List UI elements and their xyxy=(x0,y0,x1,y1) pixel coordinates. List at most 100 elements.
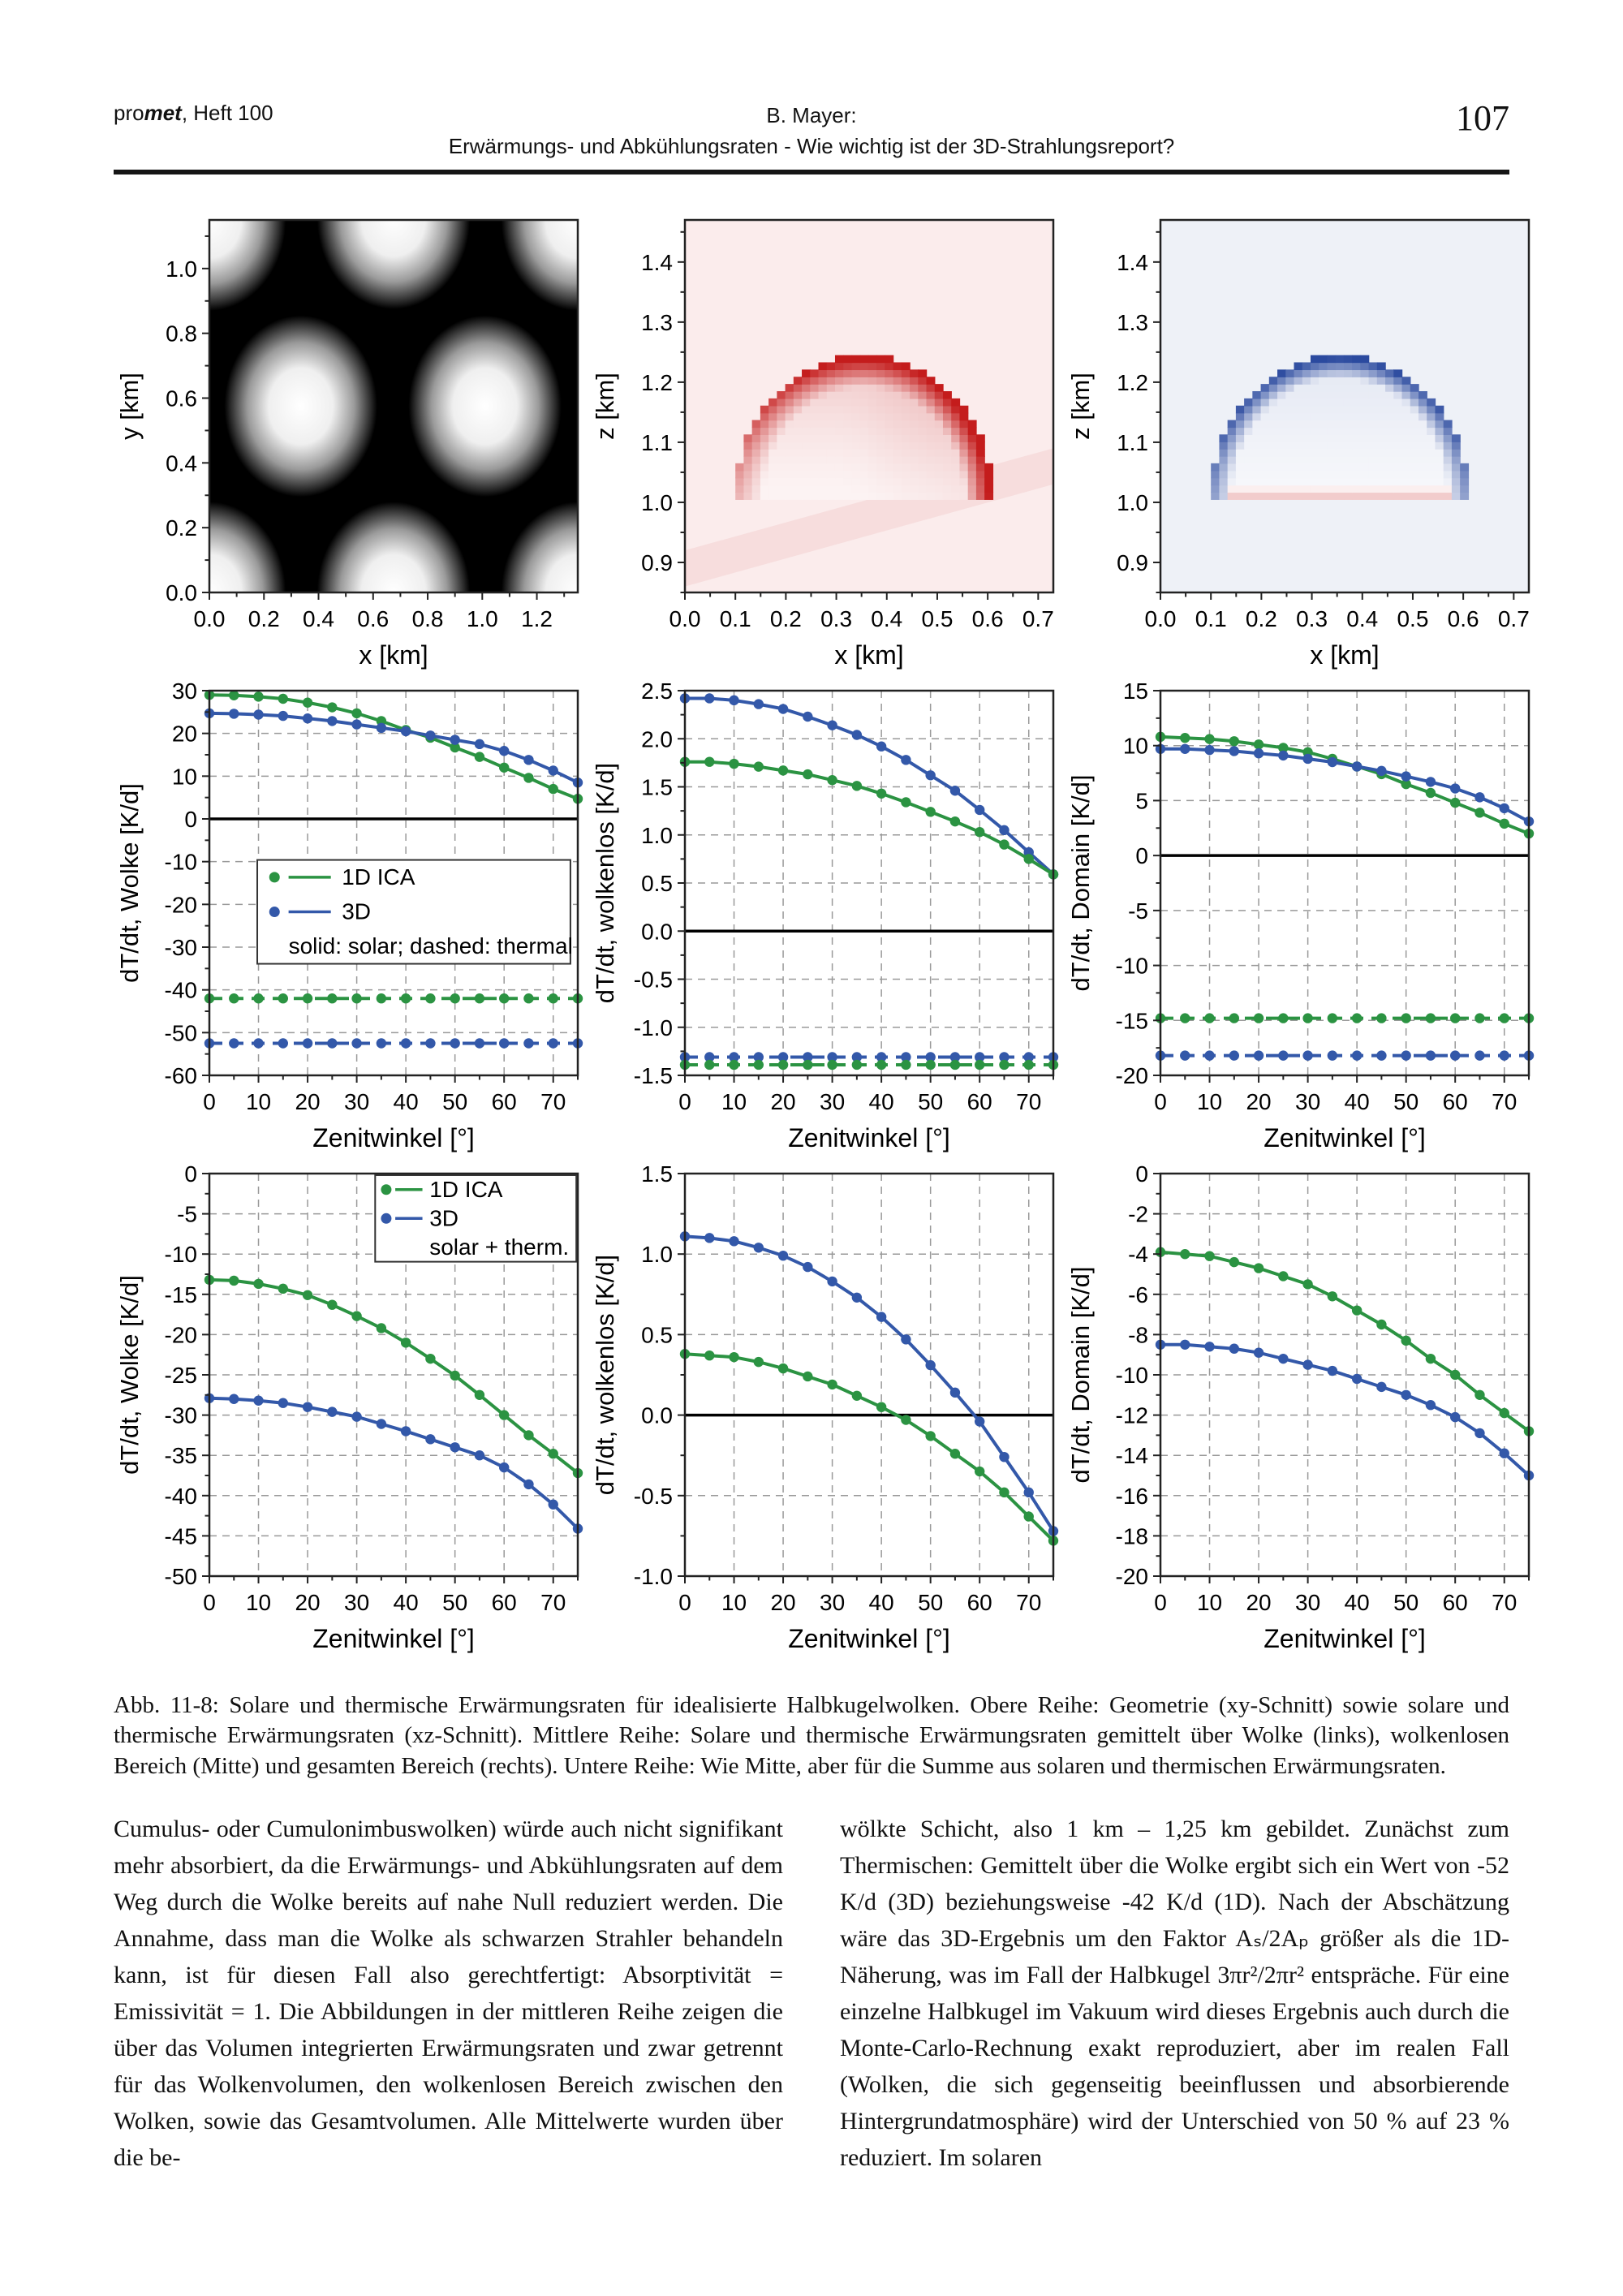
y-axis-label: dT/dt, Domain [K/d] xyxy=(1066,1267,1095,1484)
svg-text:0: 0 xyxy=(678,1590,691,1615)
svg-text:10: 10 xyxy=(172,765,197,790)
body-column-right: wölkte Schicht, also 1 km – 1,25 km gebi… xyxy=(840,1815,1509,2171)
series-1d-ica-solar- xyxy=(204,690,583,804)
svg-text:60: 60 xyxy=(967,1089,992,1114)
svg-text:0.4: 0.4 xyxy=(303,606,334,631)
svg-text:30: 30 xyxy=(820,1089,845,1114)
x-axis-label: Zenitwinkel [°] xyxy=(1264,1624,1426,1653)
svg-text:1.0: 1.0 xyxy=(1117,490,1148,515)
svg-text:10: 10 xyxy=(246,1590,271,1615)
axis-ticks xyxy=(202,690,579,1083)
legend: 1D ICA 3D solid: solar; dashed: thermal xyxy=(256,859,573,965)
svg-text:0.7: 0.7 xyxy=(1022,606,1054,631)
svg-text:-18: -18 xyxy=(1116,1524,1148,1549)
svg-text:-16: -16 xyxy=(1116,1484,1148,1509)
svg-text:10: 10 xyxy=(1123,734,1148,759)
axis-ticks xyxy=(1153,690,1530,1083)
body-column-left: Cumulus- oder Cumulonimbuswolken) würde … xyxy=(114,1815,783,2171)
svg-text:-10: -10 xyxy=(165,850,197,875)
svg-text:3D: 3D xyxy=(429,1206,458,1231)
svg-text:0.1: 0.1 xyxy=(720,606,751,631)
svg-text:-50: -50 xyxy=(165,1021,197,1046)
svg-text:0.8: 0.8 xyxy=(166,321,197,347)
svg-text:0: 0 xyxy=(1135,1164,1148,1187)
svg-text:0.2: 0.2 xyxy=(248,606,280,631)
axis-ticks xyxy=(1153,1173,1530,1584)
svg-text:0.5: 0.5 xyxy=(641,871,673,896)
svg-text:-10: -10 xyxy=(165,1243,197,1268)
gridlines xyxy=(1160,691,1529,1076)
svg-text:20: 20 xyxy=(1246,1089,1271,1114)
svg-text:-50: -50 xyxy=(165,1564,197,1589)
svg-text:20: 20 xyxy=(1246,1590,1271,1615)
svg-text:1.5: 1.5 xyxy=(641,1164,673,1187)
svg-text:0.6: 0.6 xyxy=(357,606,389,631)
svg-text:-20: -20 xyxy=(165,893,197,918)
svg-text:solar + therm.: solar + therm. xyxy=(429,1234,569,1260)
figure-caption: Abb. 11-8: Solare und thermische Erwärmu… xyxy=(114,1692,1509,1779)
axis-ticks xyxy=(1153,231,1515,601)
series-3d-thermal- xyxy=(1155,1050,1535,1062)
axis-ticks xyxy=(678,1173,1054,1584)
svg-text:50: 50 xyxy=(918,1590,943,1615)
svg-text:-15: -15 xyxy=(165,1282,197,1307)
article-title: Erwärmungs- und Abkühlungsraten - Wie wi… xyxy=(448,133,1175,158)
svg-text:30: 30 xyxy=(172,681,197,704)
svg-text:0.3: 0.3 xyxy=(820,606,852,631)
svg-text:0: 0 xyxy=(203,1590,216,1615)
svg-text:-1.5: -1.5 xyxy=(634,1063,673,1088)
svg-text:0.2: 0.2 xyxy=(1246,606,1277,631)
svg-text:60: 60 xyxy=(492,1089,517,1114)
series-3d-thermal- xyxy=(204,1038,583,1049)
svg-text:70: 70 xyxy=(1492,1590,1517,1615)
svg-text:0.4: 0.4 xyxy=(166,451,197,476)
axis-ticks xyxy=(678,231,1040,601)
svg-text:60: 60 xyxy=(492,1590,517,1615)
cloud-field xyxy=(209,220,578,593)
y-axis-label: z [km] xyxy=(1066,373,1095,441)
wolkenlos-sum-chart: 0 10 20 30 40 50 60 70 -1.0 -0.5 0.0 0.5 1.0 1.5 dT/dt… xyxy=(591,1161,1059,1653)
series-1d-ica-thermal- xyxy=(1155,1013,1535,1024)
y-axis-label: dT/dt, Wolke [K/d] xyxy=(115,1275,144,1475)
svg-text:2.5: 2.5 xyxy=(641,681,673,704)
series-3d-solar-thermal- xyxy=(1155,1339,1535,1481)
svg-text:20: 20 xyxy=(295,1089,320,1114)
svg-text:0.0: 0.0 xyxy=(194,606,226,631)
svg-text:-1.0: -1.0 xyxy=(634,1015,673,1040)
svg-text:-40: -40 xyxy=(165,1484,197,1509)
svg-text:0.0: 0.0 xyxy=(669,606,701,631)
svg-text:1.1: 1.1 xyxy=(1117,430,1148,455)
svg-text:50: 50 xyxy=(918,1089,943,1114)
svg-text:50: 50 xyxy=(1393,1089,1419,1114)
svg-text:40: 40 xyxy=(1345,1089,1370,1114)
svg-text:30: 30 xyxy=(1295,1590,1320,1615)
x-axis-label: x [km] xyxy=(1310,640,1379,670)
svg-text:2.0: 2.0 xyxy=(641,727,673,752)
svg-text:40: 40 xyxy=(394,1089,419,1114)
svg-text:20: 20 xyxy=(770,1590,795,1615)
solar-xz-chart: 0.0 0.1 0.2 0.3 0.4 0.5 0.6 0.7 0.9 1.0 1.1 1.2 1.3 1… xyxy=(591,219,1055,670)
svg-text:0.2: 0.2 xyxy=(770,606,802,631)
journal-met: met xyxy=(144,101,182,125)
svg-text:0: 0 xyxy=(1154,1089,1167,1114)
plot-frame xyxy=(683,1173,1055,1578)
dome-cells xyxy=(1211,355,1470,501)
svg-text:0.1: 0.1 xyxy=(1195,606,1227,631)
svg-text:-6: -6 xyxy=(1128,1282,1148,1307)
plot-frame xyxy=(1159,219,1530,594)
svg-text:1.2: 1.2 xyxy=(521,606,553,631)
x-axis-label: Zenitwinkel [°] xyxy=(312,1624,475,1653)
svg-text:40: 40 xyxy=(394,1590,419,1615)
plot-geometry-xy: 0.0 0.2 0.4 0.6 0.8 1.0 1.2 0.0 0.2 0.4 0.6 0.8 1.0 y… xyxy=(114,210,589,681)
svg-text:1.2: 1.2 xyxy=(1117,370,1148,395)
wolke-sum-chart: 0 10 20 30 40 50 60 70-50-45-40-35-30-25-20-15-… xyxy=(115,1161,583,1653)
svg-text:-15: -15 xyxy=(1116,1009,1148,1034)
plot-frame xyxy=(208,219,579,594)
plot-domain-rates: 0 10 20 30 40 50 60 70 -20 -15 -10 -5 0 5 10 15 dT/dt, D… xyxy=(1065,678,1540,1164)
svg-text:-20: -20 xyxy=(1116,1063,1148,1088)
svg-text:-5: -5 xyxy=(1128,898,1148,924)
svg-text:0.4: 0.4 xyxy=(1346,606,1378,631)
svg-text:0.9: 0.9 xyxy=(1117,550,1148,575)
svg-text:70: 70 xyxy=(540,1089,566,1114)
svg-text:0.0: 0.0 xyxy=(166,580,197,605)
